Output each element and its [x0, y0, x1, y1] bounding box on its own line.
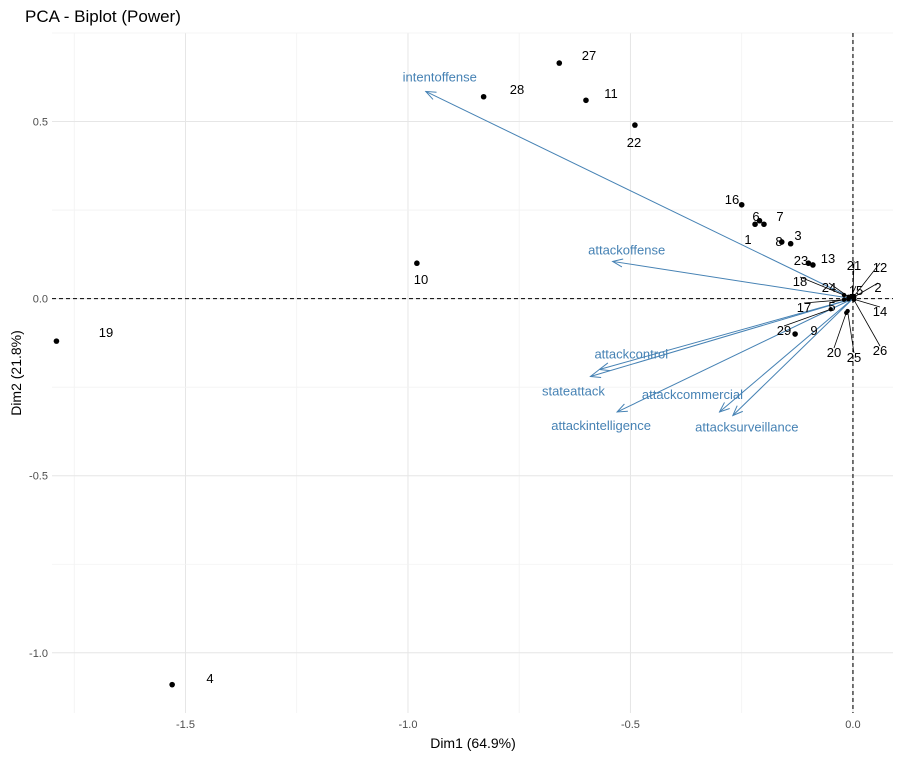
point-label-25: 25	[847, 350, 861, 365]
point-leader-24	[828, 282, 849, 298]
variable-arrow-attacksurveillance	[733, 298, 854, 416]
point-label-26: 26	[873, 343, 887, 358]
point-8	[778, 239, 785, 245]
x-tick-label: 0.0	[845, 719, 860, 731]
point-label-10: 10	[414, 272, 428, 287]
point-label-20: 20	[827, 345, 841, 360]
point-label-16: 16	[725, 192, 739, 207]
point-leader-17	[803, 298, 849, 304]
chart-title: PCA - Biplot (Power)	[25, 7, 181, 26]
labels: -1.5 -1.0 -0.5 0.0 -1.0 -0.5 0.0 0.5 intentoffen…	[29, 48, 887, 731]
variable-label-attackcontrol: attackcontrol	[594, 346, 668, 361]
point-label-21: 21	[847, 258, 861, 273]
point-label-7: 7	[776, 209, 783, 224]
point-leader-12	[853, 262, 881, 297]
observation-points	[53, 60, 881, 688]
point-label-5: 5	[828, 299, 835, 314]
x-tick-label: -0.5	[621, 719, 640, 731]
point-16	[738, 201, 745, 208]
point-leader-14	[854, 298, 881, 308]
point-label-13: 13	[821, 251, 835, 266]
point-label-2: 2	[874, 280, 881, 295]
x-tick-label: -1.5	[176, 719, 195, 731]
point-label-22: 22	[627, 135, 641, 150]
point-label-29: 29	[777, 323, 791, 338]
point-leader-25	[847, 310, 855, 354]
variable-arrow-attackoffense	[613, 261, 854, 300]
point-10	[414, 260, 420, 267]
point-28	[480, 93, 487, 100]
point-label-27: 27	[582, 48, 596, 63]
point-3	[787, 240, 794, 247]
point-22	[632, 122, 638, 128]
variable-arrow-attackcommercial	[719, 298, 854, 412]
point-label-14: 14	[873, 304, 887, 319]
point-label-6: 6	[752, 209, 759, 224]
y-axis-label: Dim2 (21.8%)	[8, 330, 24, 416]
point-11	[583, 97, 589, 104]
variable-label-attackcommercial: attackcommercial	[642, 387, 743, 402]
point-label-18: 18	[793, 274, 807, 289]
point-13	[810, 262, 816, 268]
point-leader-29	[783, 308, 831, 327]
point-label-11: 11	[604, 86, 618, 101]
variable-arrow-attackintelligence	[617, 298, 854, 412]
variable-arrow-attackcontrol	[599, 298, 854, 370]
point-leader-20	[833, 312, 847, 349]
point-label-1: 1	[744, 232, 751, 247]
variable-label-attackintelligence: attackintelligence	[551, 418, 651, 433]
y-tick-label: 0.0	[33, 294, 48, 306]
variable-label-intentoffense: intentoffense	[403, 69, 477, 84]
point-label-8: 8	[775, 234, 782, 249]
point-label-19: 19	[99, 325, 113, 340]
variable-arrows	[426, 91, 854, 416]
y-tick-label: 0.5	[33, 117, 48, 129]
point-label-28: 28	[510, 82, 524, 97]
variable-label-stateattack: stateattack	[542, 384, 605, 399]
point-label-4: 4	[206, 671, 213, 686]
point-label-17: 17	[797, 300, 811, 315]
point-23	[805, 260, 812, 267]
variable-label-attacksurveillance: attacksurveillance	[695, 420, 798, 435]
point-19	[53, 338, 60, 344]
point-9	[792, 331, 798, 337]
point-label-15: 15	[849, 283, 863, 298]
point-leader-21	[852, 260, 855, 297]
point-label-3: 3	[794, 228, 801, 243]
point-label-9: 9	[810, 323, 817, 338]
point-leader-18	[799, 276, 845, 296]
y-tick-label: -1.0	[29, 648, 48, 660]
point-27	[556, 60, 563, 66]
variable-label-attackoffense: attackoffense	[588, 242, 665, 257]
point-25	[845, 308, 850, 314]
point-leader-26	[853, 299, 881, 347]
point-leader-2	[854, 282, 879, 298]
point-4	[169, 681, 175, 688]
point-6	[756, 217, 763, 224]
point-1	[752, 221, 758, 228]
x-axis-label: Dim1 (64.9%)	[430, 735, 516, 751]
point-label-12: 12	[873, 260, 887, 275]
grid	[52, 32, 893, 713]
variable-arrow-intentoffense	[426, 91, 854, 300]
x-tick-label: -1.0	[398, 719, 417, 731]
point-7	[761, 221, 767, 228]
point-label-23: 23	[794, 253, 808, 268]
variable-arrow-stateattack	[590, 298, 854, 377]
point-label-24: 24	[822, 280, 836, 295]
y-tick-label: -0.5	[29, 471, 48, 483]
reference-lines	[52, 33, 893, 713]
